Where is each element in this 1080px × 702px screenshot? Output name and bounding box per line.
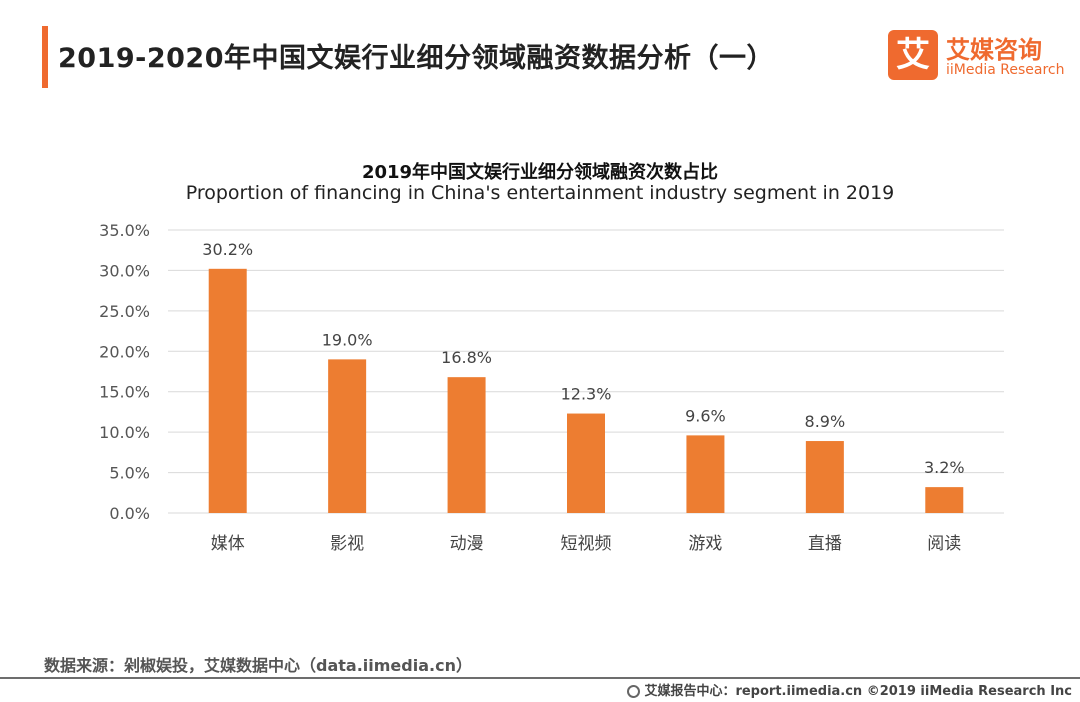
x-tick-label: 短视频	[561, 534, 612, 554]
footer-text: 艾媒报告中心：report.iimedia.cn ©2019 iiMedia R…	[644, 684, 1072, 699]
data-label: 12.3%	[561, 385, 612, 404]
x-tick-label: 阅读	[927, 534, 961, 554]
data-label: 16.8%	[441, 348, 492, 367]
y-tick-label: 10.0%	[99, 423, 150, 442]
data-label: 3.2%	[924, 458, 965, 477]
data-source: 数据来源：剁椒娱投，艾媒数据中心（data.iimedia.cn）	[44, 656, 472, 675]
y-tick-label: 25.0%	[99, 302, 150, 321]
chart-title: 2019年中国文娱行业细分领域融资次数占比	[361, 162, 719, 183]
chart-subtitle: Proportion of financing in China's enter…	[185, 182, 895, 204]
logo-text-cn: 艾媒咨询	[946, 36, 1042, 64]
bar	[208, 268, 247, 513]
footer: 艾媒报告中心：report.iimedia.cn ©2019 iiMedia R…	[627, 680, 1072, 699]
bar	[447, 377, 486, 513]
footer-divider	[0, 677, 1080, 679]
x-tick-label: 媒体	[211, 534, 245, 554]
x-tick-label: 直播	[808, 534, 842, 554]
title-accent-bar	[42, 26, 48, 88]
bar	[805, 441, 844, 513]
logo-mark-icon: 艾	[888, 30, 938, 80]
iimedia-logo: 艾 艾媒咨询 iiMedia Research	[888, 30, 1068, 82]
y-tick-label: 20.0%	[99, 342, 150, 361]
page-title: 2019-2020年中国文娱行业细分领域融资数据分析（一）	[58, 43, 774, 74]
bar	[328, 359, 367, 513]
y-tick-label: 35.0%	[99, 221, 150, 240]
x-tick-label: 动漫	[450, 534, 484, 554]
data-label: 8.9%	[805, 412, 846, 431]
bar	[567, 413, 605, 513]
data-label: 19.0%	[322, 330, 373, 349]
data-label: 30.2%	[202, 240, 253, 259]
bar	[686, 435, 725, 513]
y-tick-label: 30.0%	[99, 261, 150, 280]
y-tick-label: 15.0%	[99, 383, 150, 402]
x-tick-label: 游戏	[688, 534, 722, 554]
bar	[925, 487, 964, 513]
y-tick-label: 5.0%	[109, 464, 150, 483]
y-tick-label: 0.0%	[109, 504, 150, 523]
logo-text-en: iiMedia Research	[946, 62, 1065, 78]
globe-icon	[627, 685, 641, 698]
data-label: 9.6%	[685, 406, 726, 425]
x-tick-label: 影视	[330, 534, 364, 554]
